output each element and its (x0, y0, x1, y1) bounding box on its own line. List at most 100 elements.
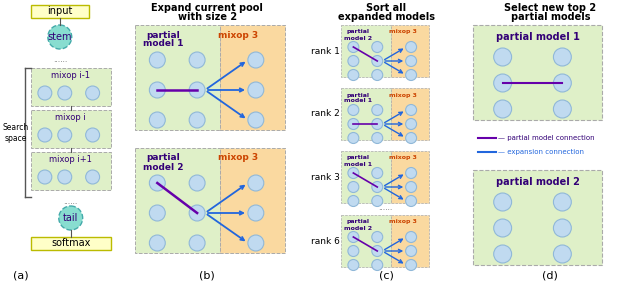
Text: — expansion connection: — expansion connection (498, 149, 584, 155)
Bar (31, 5, 89, 18)
Circle shape (149, 112, 165, 128)
Text: partial model 2: partial model 2 (495, 177, 579, 187)
Circle shape (248, 82, 264, 98)
Text: partial: partial (347, 29, 370, 35)
Bar (473, 170, 602, 265)
Circle shape (248, 52, 264, 68)
Circle shape (58, 170, 72, 184)
Circle shape (406, 231, 417, 243)
Circle shape (372, 42, 383, 53)
Text: model 1: model 1 (344, 98, 372, 104)
Text: — partial model connection: — partial model connection (498, 135, 595, 141)
Circle shape (348, 231, 359, 243)
Circle shape (348, 245, 359, 256)
Text: ......: ...... (378, 203, 392, 211)
Text: Search
space: Search space (3, 123, 29, 143)
Circle shape (406, 245, 417, 256)
Circle shape (406, 55, 417, 67)
Circle shape (248, 205, 264, 221)
Circle shape (493, 219, 511, 237)
Circle shape (149, 205, 165, 221)
Circle shape (372, 181, 383, 192)
Text: Select new top 2: Select new top 2 (504, 3, 596, 13)
Circle shape (406, 181, 417, 192)
Circle shape (149, 175, 165, 191)
Text: mixop i+1: mixop i+1 (49, 155, 92, 164)
Text: Sort all: Sort all (366, 3, 406, 13)
Circle shape (149, 52, 165, 68)
Text: mixop 3: mixop 3 (218, 153, 258, 162)
Circle shape (189, 235, 205, 251)
Circle shape (493, 100, 511, 118)
Circle shape (348, 196, 359, 207)
Circle shape (58, 86, 72, 100)
Text: mixop i: mixop i (55, 113, 86, 123)
Circle shape (372, 119, 383, 130)
Bar (136, 25, 220, 130)
Circle shape (38, 86, 52, 100)
Circle shape (348, 168, 359, 179)
Bar (31, 68, 111, 106)
Text: model 2: model 2 (344, 35, 372, 40)
Circle shape (59, 206, 83, 230)
Circle shape (348, 132, 359, 143)
Circle shape (189, 112, 205, 128)
Bar (31, 110, 111, 148)
Text: mixop 3: mixop 3 (389, 220, 417, 224)
Circle shape (493, 245, 511, 263)
Circle shape (38, 170, 52, 184)
Circle shape (86, 86, 100, 100)
Text: expanded models: expanded models (338, 12, 435, 22)
Circle shape (554, 193, 572, 211)
Circle shape (248, 112, 264, 128)
Bar (341, 151, 391, 203)
Circle shape (554, 100, 572, 118)
Text: (b): (b) (199, 270, 215, 280)
Circle shape (493, 48, 511, 66)
Circle shape (372, 55, 383, 67)
Text: softmax: softmax (51, 239, 90, 248)
Circle shape (372, 70, 383, 80)
Text: mixop 3: mixop 3 (389, 155, 417, 160)
Circle shape (554, 74, 572, 92)
Text: ......: ...... (52, 55, 67, 63)
Circle shape (86, 128, 100, 142)
Circle shape (493, 74, 511, 92)
Circle shape (406, 104, 417, 115)
Text: model 1: model 1 (143, 40, 184, 48)
Text: (d): (d) (543, 270, 558, 280)
Text: (c): (c) (379, 270, 394, 280)
Text: rank 6: rank 6 (310, 237, 339, 245)
Text: Expand current pool: Expand current pool (151, 3, 263, 13)
Circle shape (48, 25, 72, 49)
Bar (391, 151, 429, 203)
Circle shape (348, 42, 359, 53)
Text: (a): (a) (13, 270, 29, 280)
Circle shape (86, 170, 100, 184)
Circle shape (406, 132, 417, 143)
Text: input: input (47, 7, 72, 16)
Text: partial: partial (347, 155, 370, 160)
Bar (31, 152, 111, 190)
Text: ......: ...... (63, 198, 78, 207)
Bar (391, 215, 429, 267)
Text: mixop 3: mixop 3 (389, 29, 417, 35)
Text: partial: partial (147, 31, 180, 40)
Circle shape (372, 104, 383, 115)
Text: partial: partial (347, 93, 370, 98)
Circle shape (149, 82, 165, 98)
Circle shape (554, 245, 572, 263)
Circle shape (248, 235, 264, 251)
Text: tail: tail (63, 213, 79, 223)
Text: partial model 1: partial model 1 (495, 32, 579, 42)
Text: stem: stem (47, 32, 72, 42)
Circle shape (406, 168, 417, 179)
Circle shape (554, 48, 572, 66)
Circle shape (348, 181, 359, 192)
Circle shape (348, 104, 359, 115)
Text: partial: partial (147, 153, 180, 162)
Bar (341, 215, 391, 267)
Text: model 2: model 2 (344, 226, 372, 230)
Text: model 2: model 2 (143, 162, 184, 171)
Text: rank 1: rank 1 (310, 46, 339, 55)
